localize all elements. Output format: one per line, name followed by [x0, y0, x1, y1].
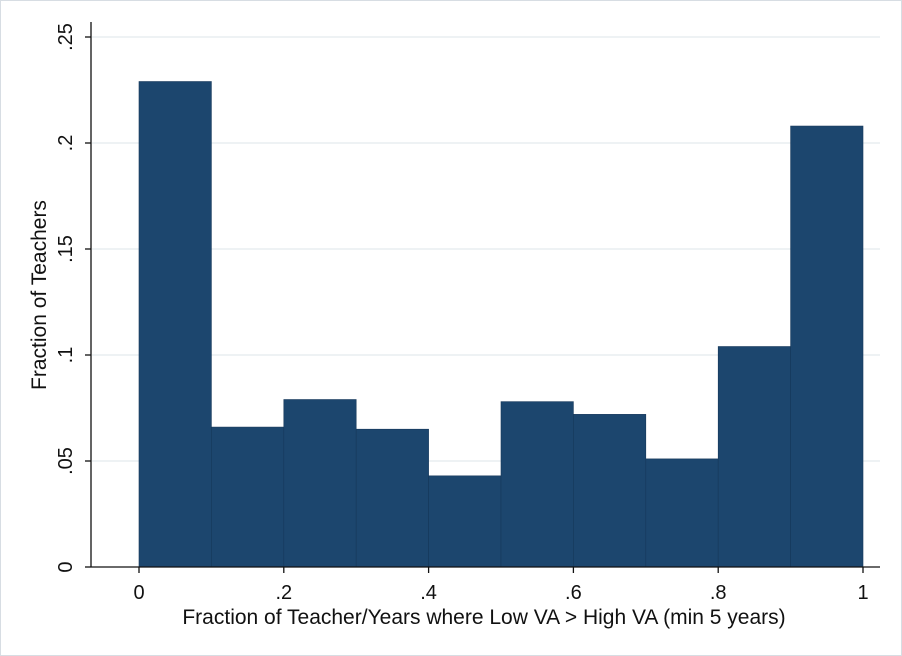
x-tick-label-3: .6: [565, 582, 582, 604]
y-axis-title: Fraction of Teachers: [28, 200, 51, 390]
y-axis-ticks: 0 .05 .1 .15 .2 .25: [55, 23, 91, 573]
y-tick-label-2: .1: [55, 347, 77, 364]
x-tick-label-2: .4: [420, 582, 437, 604]
axes: [90, 22, 880, 568]
histogram-bar-6: [500, 401, 574, 568]
histogram-bar-2: [211, 426, 285, 568]
y-tick-label-0: 0: [55, 561, 77, 572]
histogram-bars: [138, 81, 864, 568]
x-axis-title: Fraction of Teacher/Years where Low VA >…: [182, 606, 785, 629]
histogram-bar-1: [138, 81, 212, 568]
histogram-bar-4: [355, 428, 429, 568]
x-tick-label-5: 1: [857, 582, 868, 604]
histogram-bar-3: [283, 399, 357, 568]
histogram-bar-8: [645, 458, 719, 568]
histogram-bar-5: [428, 475, 502, 568]
y-tick-label-5: .25: [55, 23, 77, 51]
y-tick-label-4: .2: [55, 135, 77, 152]
y-tick-label-3: .15: [55, 235, 77, 263]
x-tick-label-1: .2: [275, 582, 292, 604]
x-tick-label-4: .8: [710, 582, 727, 604]
y-tick-label-1: .05: [55, 447, 77, 475]
x-axis-ticks: 0 .2 .4 .6 .8 1: [133, 567, 869, 604]
histogram-bar-10: [790, 125, 864, 568]
histogram-bar-9: [717, 346, 791, 568]
histogram-bar-7: [573, 414, 647, 568]
x-tick-label-0: 0: [133, 582, 144, 604]
